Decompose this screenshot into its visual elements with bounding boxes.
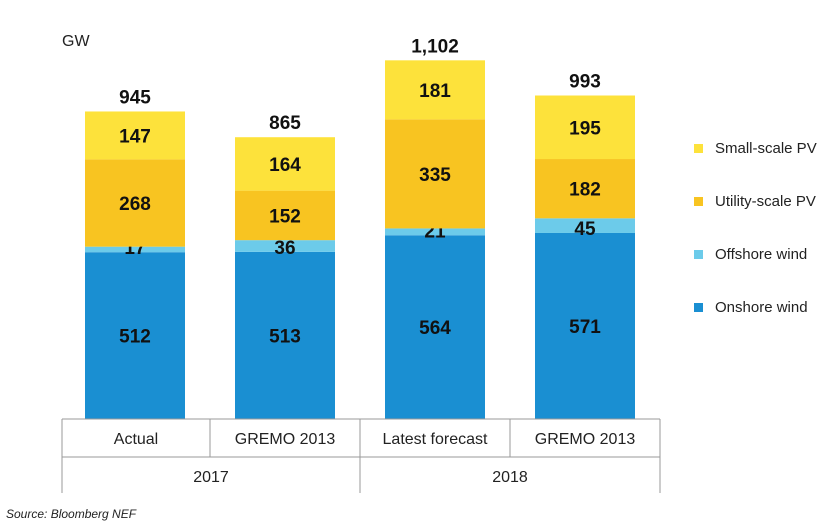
- bar-segment-offshore-wind: [535, 218, 635, 233]
- legend-label: Offshore wind: [715, 245, 808, 263]
- legend-label: Onshore wind: [715, 298, 808, 316]
- legend-swatch: [694, 196, 703, 206]
- group-label: 2018: [492, 469, 528, 486]
- legend-swatch: [694, 143, 703, 153]
- total-label: 865: [269, 113, 301, 134]
- bar-segment-onshore-wind: [235, 251, 335, 419]
- total-label: 993: [569, 72, 601, 93]
- bar-segment-offshore-wind: [85, 246, 185, 253]
- data-label: 147: [119, 126, 151, 147]
- bar-segment-onshore-wind: [85, 252, 185, 419]
- total-label: 1,102: [411, 36, 459, 57]
- data-label: 36: [274, 238, 295, 259]
- bar-segment-small-scale-pv: [235, 137, 335, 191]
- total-label: 945: [119, 87, 151, 108]
- group-label: 2017: [193, 469, 229, 486]
- bar-segment-utility-scale-pv: [85, 159, 185, 247]
- bar-segment-small-scale-pv: [85, 111, 185, 160]
- legend-swatch: [694, 302, 703, 312]
- category-label: GREMO 2013: [535, 431, 636, 448]
- category-label: GREMO 2013: [235, 431, 336, 448]
- bar-segment-small-scale-pv: [385, 60, 485, 120]
- bar-segment-offshore-wind: [235, 240, 335, 252]
- bar-segment-utility-scale-pv: [385, 119, 485, 229]
- data-label: 45: [574, 219, 596, 240]
- bar-segment-onshore-wind: [535, 232, 635, 419]
- data-label: 571: [569, 317, 601, 338]
- legend-swatch: [694, 249, 703, 259]
- legend-item: Utility-scale PV: [694, 191, 816, 211]
- legend-label: Utility-scale PV: [715, 192, 816, 210]
- bar-segment-offshore-wind: [385, 228, 485, 236]
- data-label: 152: [269, 206, 301, 227]
- category-label: Actual: [114, 431, 158, 448]
- legend-item: Offshore wind: [694, 244, 807, 264]
- category-label: Latest forecast: [383, 431, 489, 448]
- legend-label: Small-scale PV: [715, 139, 817, 157]
- legend-item: Onshore wind: [694, 297, 808, 317]
- bar-segment-utility-scale-pv: [535, 159, 635, 219]
- data-label: 512: [119, 327, 151, 348]
- data-label: 335: [419, 165, 451, 186]
- data-label: 513: [269, 326, 301, 347]
- bar-segment-utility-scale-pv: [235, 190, 335, 241]
- unit-label: GW: [62, 33, 90, 50]
- data-label: 164: [269, 155, 301, 176]
- source-note: Source: Bloomberg NEF: [6, 507, 137, 521]
- data-label: 268: [119, 194, 151, 215]
- data-label: 195: [569, 118, 601, 139]
- bar-segment-small-scale-pv: [535, 95, 635, 160]
- bar-segment-onshore-wind: [385, 235, 485, 419]
- data-label: 182: [569, 180, 601, 201]
- legend-item: Small-scale PV: [694, 138, 817, 158]
- data-label: 564: [419, 318, 451, 339]
- data-label: 181: [419, 81, 451, 102]
